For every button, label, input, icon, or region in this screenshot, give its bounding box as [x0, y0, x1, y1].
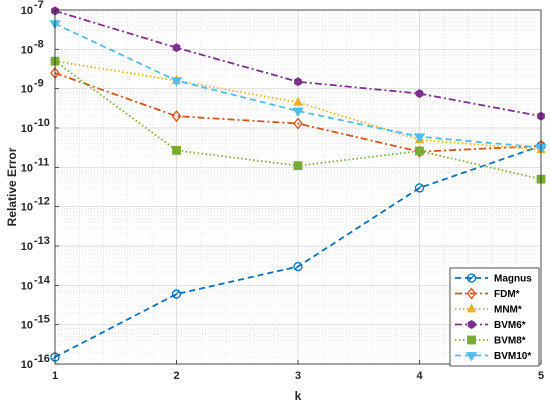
y-tick-exponent: -9 [34, 78, 44, 90]
y-tick-exponent: -16 [34, 353, 50, 365]
data-point [466, 273, 477, 283]
data-point [467, 335, 476, 345]
legend-label: BVM8* [494, 336, 526, 347]
data-point [415, 146, 424, 156]
series-lines [49, 6, 547, 362]
y-tick-label: 10 [21, 44, 33, 56]
data-point [467, 320, 476, 329]
y-tick-label: 10 [21, 280, 33, 292]
axis-ticks: 1 2 3 4 510-1610-1510-1410-1310-1210-1110-10… [21, 0, 544, 382]
data-point [294, 77, 302, 87]
legend-label: FDM* [494, 289, 520, 300]
data-point [413, 133, 426, 143]
data-point [170, 77, 183, 87]
data-point [292, 107, 304, 117]
y-tick-exponent: -7 [34, 0, 44, 11]
data-point [465, 352, 478, 362]
legend-label: MNM* [494, 305, 522, 316]
x-tick-label: 4 [416, 370, 423, 382]
y-tick-label: 10 [21, 202, 33, 214]
data-point-cross [294, 263, 302, 270]
y-tick-exponent: -13 [34, 235, 50, 247]
series-line [54, 72, 542, 153]
data-point [172, 43, 181, 53]
y-tick-label: 10 [21, 5, 33, 17]
data-point [466, 287, 477, 300]
data-point [415, 89, 424, 99]
y-tick-label: 10 [21, 123, 33, 135]
y-tick-label: 10 [21, 84, 33, 96]
legend-label: BVM10* [494, 351, 531, 362]
data-point [171, 110, 182, 123]
y-tick-label: 10 [21, 162, 33, 174]
y-tick-exponent: -10 [34, 117, 50, 129]
data-point [293, 96, 303, 106]
legend-label: Magnus [494, 274, 532, 285]
data-point [414, 183, 425, 193]
x-tick-label: 5 [538, 370, 544, 382]
data-point [293, 117, 303, 130]
y-tick-exponent: -14 [34, 274, 51, 286]
y-tick-exponent: -12 [34, 196, 50, 208]
y-tick-exponent: -15 [34, 314, 50, 326]
data-point [466, 303, 477, 313]
data-point [171, 289, 182, 299]
data-point [293, 161, 303, 171]
x-tick-label: 3 [295, 370, 301, 382]
y-tick-label: 10 [21, 320, 33, 332]
data-point-cross [468, 274, 475, 282]
series-magnus [50, 141, 546, 362]
y-tick-exponent: -11 [34, 156, 49, 168]
series-line [54, 22, 542, 149]
data-point-cross [416, 184, 423, 192]
x-axis-title: k [295, 389, 302, 403]
x-tick-label: 1 [52, 370, 58, 382]
data-point-cross [173, 290, 180, 298]
legend-label: BVM6* [494, 320, 526, 331]
y-axis-title: Relative Error [5, 147, 19, 226]
y-tick-exponent: -8 [34, 38, 44, 50]
data-point [172, 145, 181, 155]
y-tick-label: 10 [21, 241, 33, 253]
y-tick-label: 10 [21, 359, 33, 371]
legend-box [449, 267, 540, 367]
data-point [293, 261, 303, 272]
legend: Magnus FDM* MNM* BVM6* BVM8* BVM10* [449, 267, 540, 367]
series-line [54, 10, 542, 118]
x-tick-label: 2 [173, 370, 179, 382]
